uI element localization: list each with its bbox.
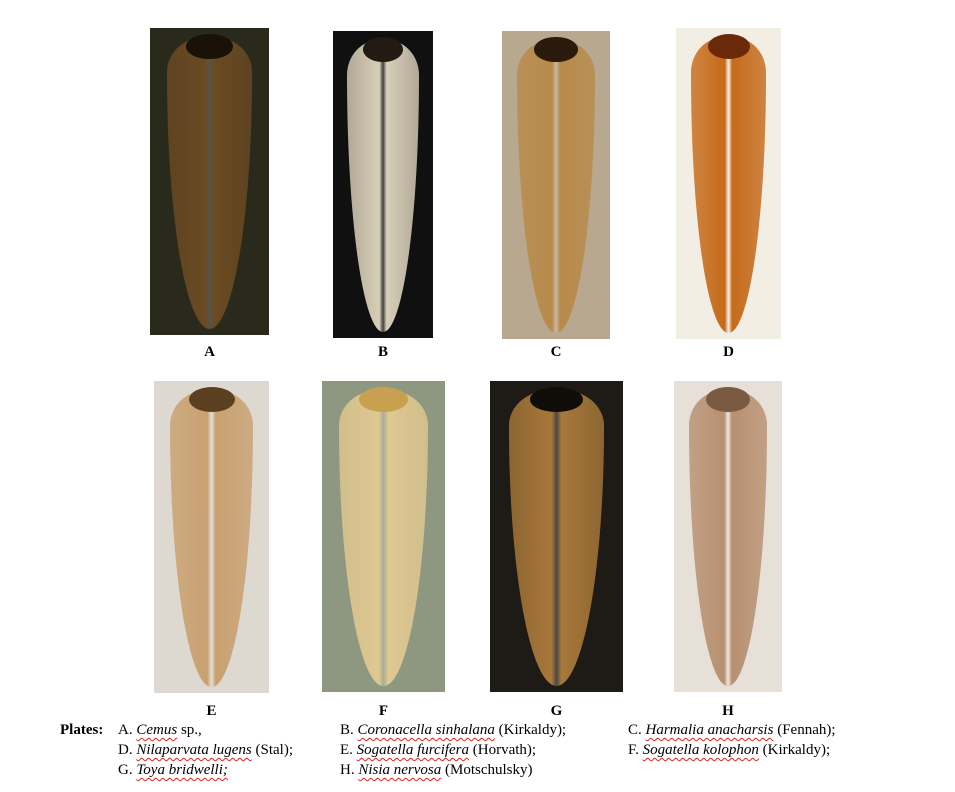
caption-heading: Plates: xyxy=(60,722,104,738)
insect-body xyxy=(508,390,605,686)
insect-head xyxy=(358,387,409,413)
caption-item: F. Sogatella kolophon (Kirkaldy); xyxy=(628,742,830,759)
caption-item: H. Nisia nervosa (Motschulsky) xyxy=(340,762,533,779)
caption-item: C. Harmalia anacharsis (Fennah); xyxy=(628,722,836,739)
insect-body xyxy=(689,390,767,686)
caption-authority: (Kirkaldy); xyxy=(758,742,831,758)
caption-item: G. Toya bridwelli; xyxy=(118,762,228,779)
caption-authority: (Stal); xyxy=(251,742,294,758)
caption-prefix: B. xyxy=(340,722,358,738)
caption-item: A. Cemus sp., xyxy=(118,722,202,739)
caption-prefix: G. xyxy=(118,762,137,778)
plate-label: C xyxy=(550,344,562,360)
insect-body xyxy=(690,37,767,333)
plate-label: H xyxy=(722,703,734,719)
species-name: Nisia nervosa xyxy=(358,762,442,778)
caption-prefix: D. xyxy=(118,742,137,758)
caption-authority: (Fennah); xyxy=(773,722,836,738)
species-name: Cemus xyxy=(136,722,178,738)
insect-head xyxy=(188,387,235,413)
plate-photo-e xyxy=(154,381,269,693)
plate-label: F xyxy=(378,703,389,719)
species-name: Harmalia anacharsis xyxy=(645,722,774,738)
insect-head xyxy=(706,387,750,413)
caption-authority: (Kirkaldy); xyxy=(494,722,567,738)
plate-photo-b xyxy=(333,31,433,338)
insect-body xyxy=(347,40,419,332)
insect-head xyxy=(363,37,403,62)
caption-authority: (Horvath); xyxy=(469,742,537,758)
insect-head xyxy=(707,34,750,60)
plate-label: E xyxy=(206,703,217,719)
caption-authority: sp., xyxy=(177,722,202,738)
caption-authority: (Motschulsky) xyxy=(441,762,533,778)
insect-body xyxy=(166,37,253,329)
insect-head xyxy=(529,387,584,413)
insect-body xyxy=(517,40,595,333)
species-name: Sogatella kolophon xyxy=(642,742,759,758)
plate-label: A xyxy=(204,344,215,360)
caption-prefix: F. xyxy=(628,742,643,758)
caption-item: E. Sogatella furcifera (Horvath); xyxy=(340,742,536,759)
insect-head xyxy=(185,34,234,59)
plate-photo-a xyxy=(150,28,269,335)
plate-photo-c xyxy=(502,31,610,339)
insect-body xyxy=(339,390,428,686)
species-name: Sogatella furcifera xyxy=(356,742,470,758)
caption-prefix: H. xyxy=(340,762,359,778)
plate-label: G xyxy=(550,703,563,719)
plate-label: D xyxy=(723,344,734,360)
plate-photo-g xyxy=(490,381,623,692)
plate-photo-f xyxy=(322,381,445,692)
caption-prefix: C. xyxy=(628,722,646,738)
plate-photo-h xyxy=(674,381,782,692)
caption-prefix: A. xyxy=(118,722,137,738)
insect-head xyxy=(534,37,578,62)
plate-label: B xyxy=(377,344,388,360)
plate-photo-d xyxy=(676,28,781,339)
species-name: Coronacella sinhalana xyxy=(357,722,495,738)
caption-item: D. Nilaparvata lugens (Stal); xyxy=(118,742,293,759)
caption-item: B. Coronacella sinhalana (Kirkaldy); xyxy=(340,722,566,739)
species-name: Toya bridwelli; xyxy=(136,762,228,778)
insect-body xyxy=(170,390,253,687)
caption-prefix: E. xyxy=(340,742,357,758)
species-name: Nilaparvata lugens xyxy=(136,742,252,758)
